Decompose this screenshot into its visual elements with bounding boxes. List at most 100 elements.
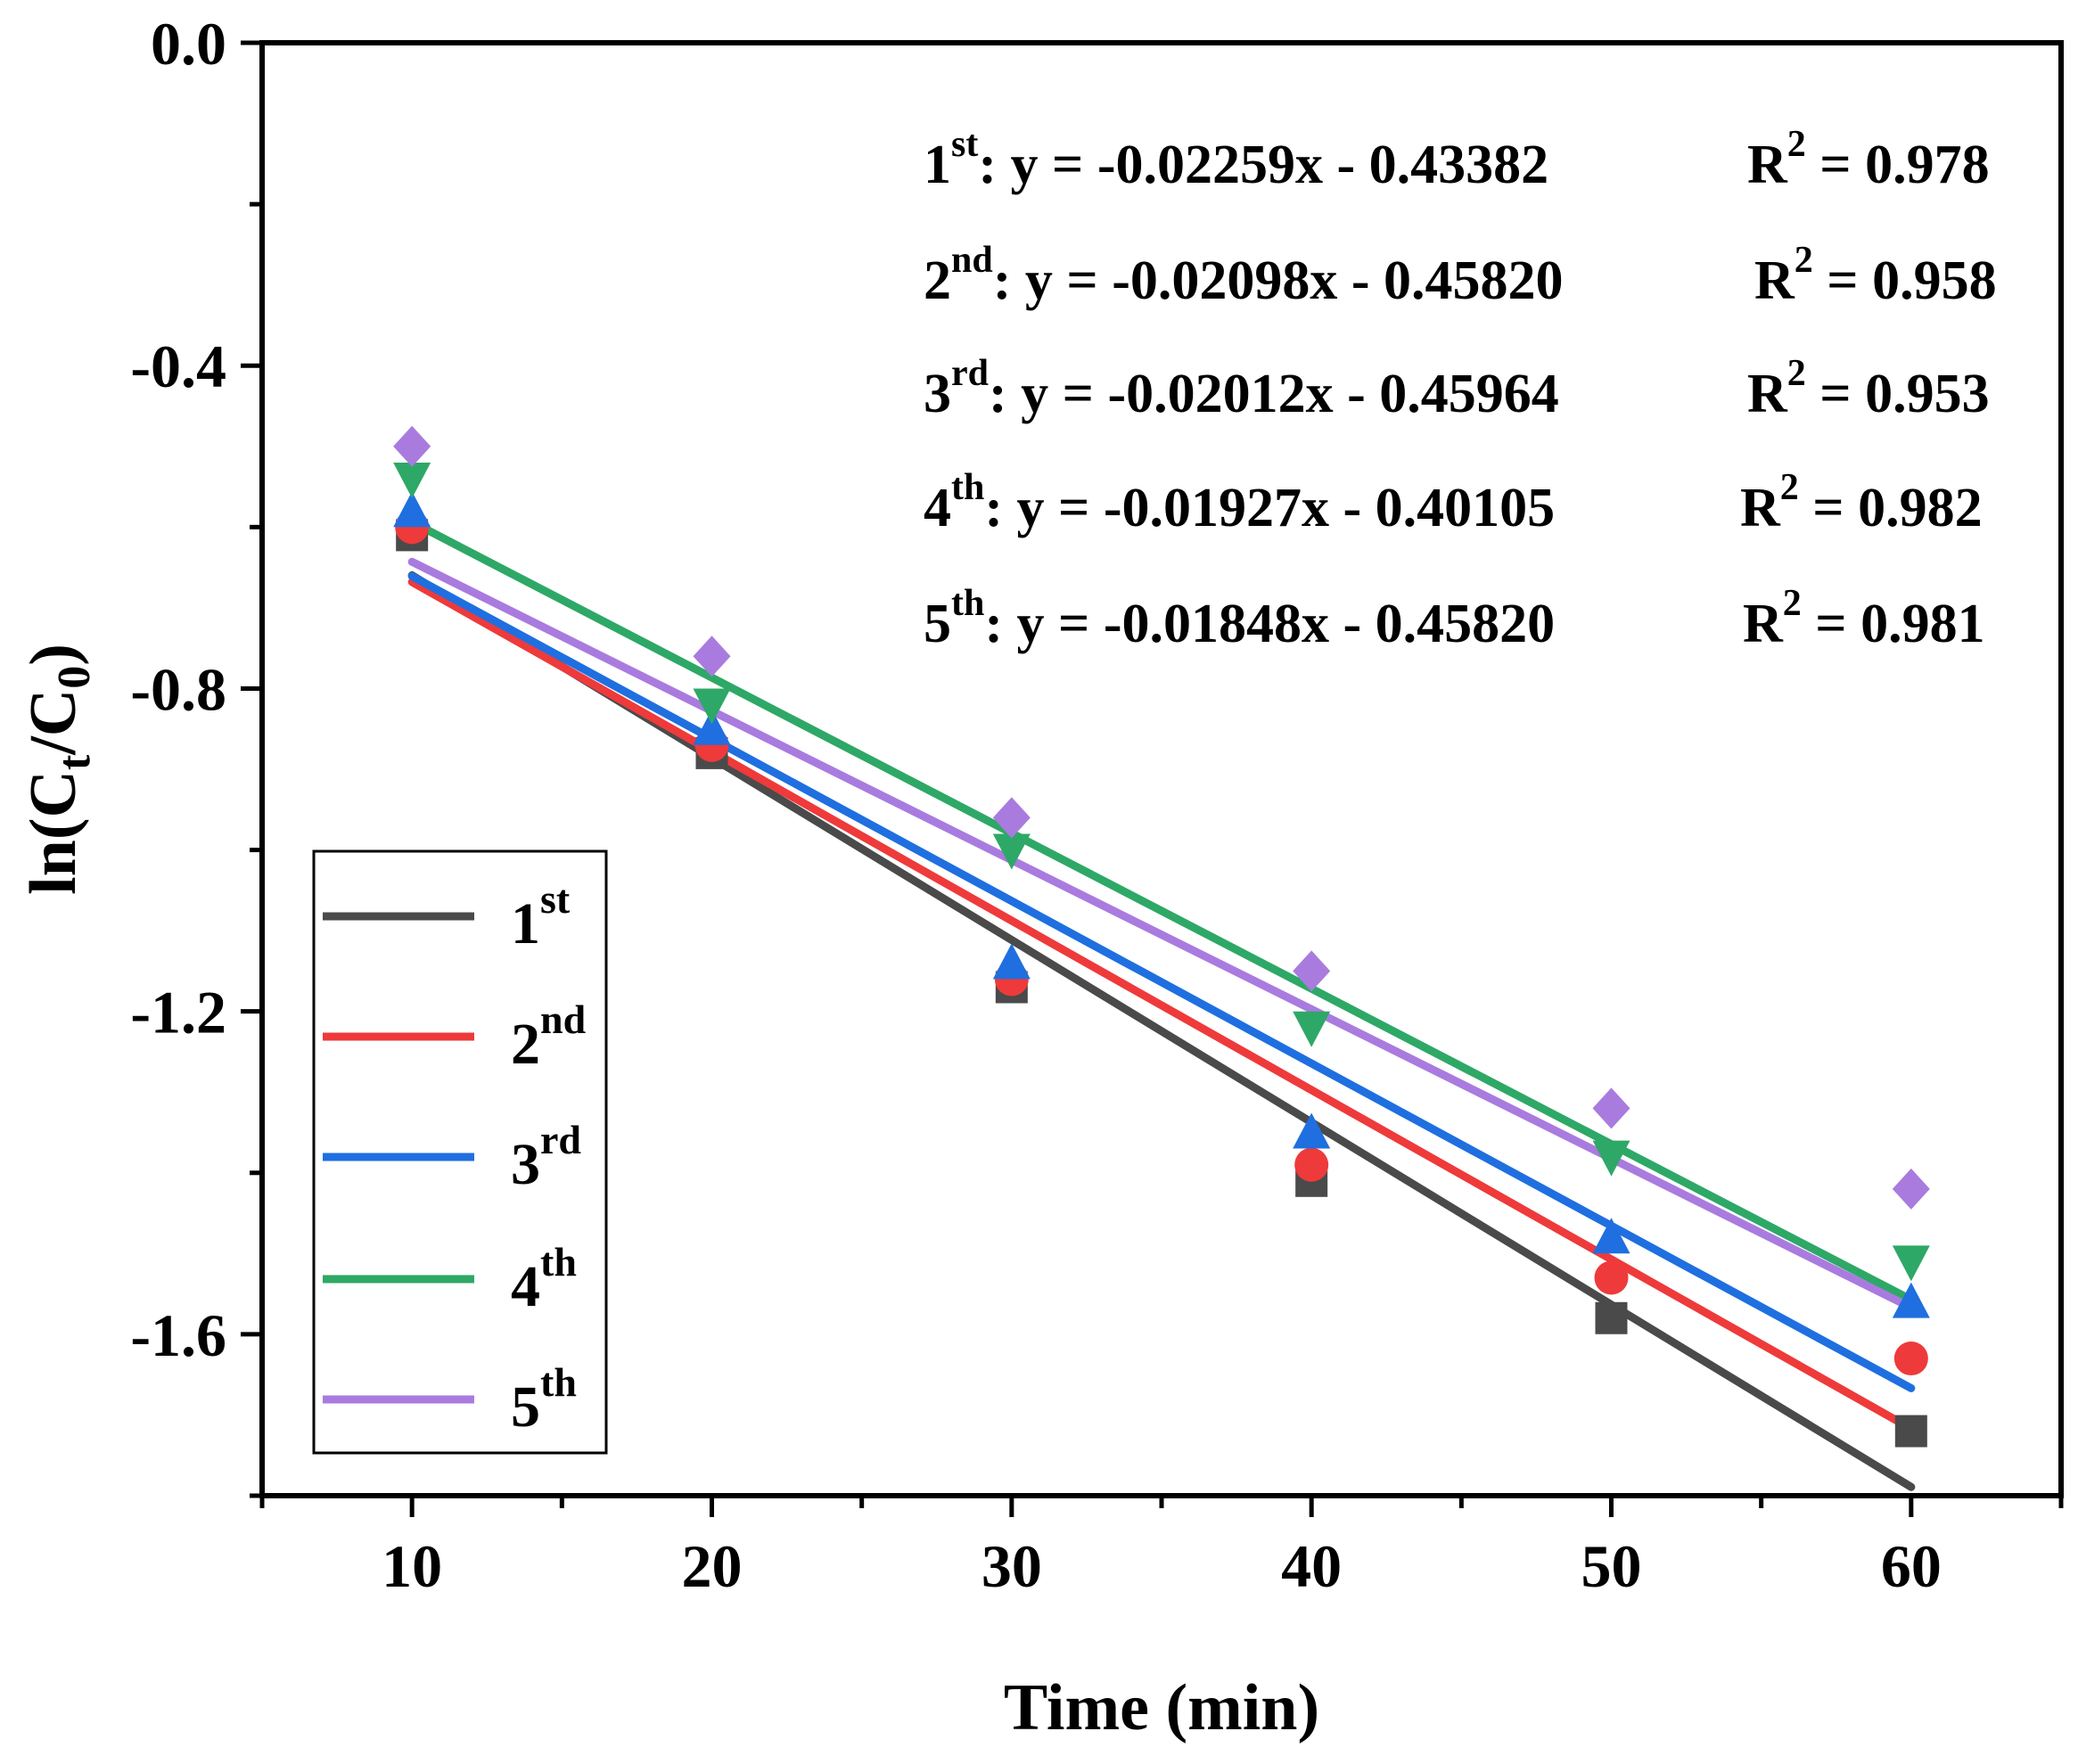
r2-sup: 2: [1795, 240, 1813, 281]
equation-num: 2: [924, 250, 951, 311]
x-tick-label: 30: [982, 1532, 1042, 1600]
data-point-2nd: [1594, 1260, 1629, 1295]
x-tick-label: 50: [1581, 1532, 1642, 1600]
data-point-3rd: [693, 709, 731, 745]
data-point-2nd: [1294, 1147, 1329, 1182]
svg-text:ln(Ct/C0): ln(Ct/C0): [17, 644, 100, 895]
r2-sup: 2: [1787, 353, 1806, 394]
y-tick-label: -0.8: [130, 655, 226, 723]
legend-label-1st: 1st: [511, 876, 571, 956]
y-title-mid: /C: [17, 689, 90, 756]
legend-sup: st: [540, 876, 571, 922]
r2-prefix: R: [1743, 594, 1784, 654]
r2-value: = 0.978: [1806, 135, 1990, 195]
data-point-5th: [1892, 1168, 1930, 1210]
legend-label-4th: 4th: [511, 1239, 577, 1319]
data-point-3rd: [393, 491, 431, 528]
equation-colon: :: [984, 594, 1016, 654]
r2-sup: 2: [1780, 467, 1799, 508]
r2-4th: R2 = 0.982: [1740, 467, 1983, 538]
data-point-5th: [992, 797, 1031, 839]
equation-sup: rd: [951, 353, 989, 394]
equation-formula: y = -0.02098x - 0.45820: [1025, 250, 1564, 311]
data-point-5th: [1293, 950, 1331, 992]
y-title-sub2: 0: [49, 666, 100, 689]
legend-num: 2: [511, 1012, 540, 1077]
legend-box: [312, 849, 608, 1455]
y-tick-label: -0.4: [130, 332, 226, 400]
x-axis-title: Time (min): [1004, 1671, 1319, 1744]
legend-sup: nd: [540, 997, 587, 1042]
r2-value: = 0.981: [1802, 594, 1985, 654]
fit-line-5th: [407, 557, 1916, 1312]
legend-num: 1: [511, 891, 540, 956]
y-axis-title: ln(Ct/C0): [17, 644, 100, 895]
data-point-4th: [393, 463, 431, 498]
equation-sup: th: [951, 583, 984, 624]
data-point-3rd: [1293, 1112, 1331, 1149]
fit-line-2nd: [407, 578, 1916, 1433]
r2-value: = 0.982: [1799, 478, 1983, 538]
legend-sup: th: [540, 1239, 577, 1284]
y-title-base: ln(C: [17, 770, 90, 895]
equation-sup: nd: [951, 240, 993, 281]
equation-num: 4: [924, 478, 951, 538]
r2-2nd: R2 = 0.958: [1754, 240, 1997, 311]
data-point-1st: [1894, 1415, 1927, 1448]
equation-3rd: 3rd: y = -0.02012x - 0.45964: [924, 353, 1559, 424]
legend-num: 3: [511, 1132, 540, 1197]
legend-label-3rd: 3rd: [511, 1117, 581, 1197]
y-axis-ticks: 0.0 -0.4 -0.8 -1.2 -1.6: [130, 10, 262, 1498]
data-point-5th: [1592, 1087, 1630, 1129]
equation-formula: y = -0.02259x - 0.43382: [1011, 135, 1549, 195]
equation-num: 5: [924, 594, 951, 654]
r2-sup: 2: [1787, 124, 1806, 165]
equation-num: 1: [924, 135, 951, 195]
fit-equations: 1st: y = -0.02259x - 0.43382 R2 = 0.9782n…: [924, 124, 1997, 654]
data-point-1st: [1595, 1301, 1628, 1334]
data-point-4th: [693, 688, 731, 725]
r2-value: = 0.958: [1813, 250, 1997, 311]
data-point-4th: [992, 833, 1031, 870]
equation-colon: :: [984, 478, 1016, 538]
equation-colon: :: [993, 250, 1025, 311]
r2-prefix: R: [1747, 364, 1788, 424]
equation-1st: 1st: y = -0.02259x - 0.43382: [924, 124, 1548, 195]
r2-prefix: R: [1740, 478, 1781, 538]
r2-1st: R2 = 0.978: [1747, 124, 1990, 195]
data-point-5th: [393, 425, 431, 467]
data-point-4th: [1293, 1011, 1331, 1047]
legend-num: 5: [511, 1374, 540, 1440]
fit-lines: [407, 518, 1916, 1491]
x-tick-label: 60: [1881, 1532, 1942, 1600]
data-point-4th: [1592, 1140, 1630, 1177]
x-tick-label: 40: [1281, 1532, 1342, 1600]
y-tick-label: -1.2: [130, 979, 226, 1046]
data-point-2nd: [1893, 1341, 1928, 1376]
equation-num: 3: [924, 364, 951, 424]
y-tick-label: -1.6: [130, 1301, 226, 1369]
equation-sup: th: [951, 467, 984, 508]
y-title-end: ): [17, 644, 90, 666]
equation-formula: y = -0.02012x - 0.45964: [1021, 364, 1559, 424]
data-point-4th: [1892, 1245, 1930, 1282]
equation-sup: st: [951, 124, 978, 165]
fit-line-3rd: [407, 571, 1916, 1392]
equation-colon: :: [978, 135, 1010, 195]
data-point-3rd: [1592, 1218, 1630, 1254]
r2-sup: 2: [1783, 583, 1802, 624]
legend-num: 4: [511, 1254, 540, 1319]
legend-sup: th: [540, 1359, 577, 1405]
equation-formula: y = -0.01927x - 0.40105: [1017, 478, 1556, 538]
data-point-3rd: [992, 943, 1031, 980]
legend-label-2nd: 2nd: [511, 997, 587, 1077]
equation-2nd: 2nd: y = -0.02098x - 0.45820: [924, 240, 1564, 311]
equation-5th: 5th: y = -0.01848x - 0.45820: [924, 583, 1555, 654]
fit-line-4th: [407, 518, 1916, 1304]
y-tick-label: 0.0: [151, 10, 226, 78]
r2-prefix: R: [1747, 135, 1788, 195]
data-markers: [393, 425, 1930, 1448]
r2-5th: R2 = 0.981: [1743, 583, 1985, 654]
